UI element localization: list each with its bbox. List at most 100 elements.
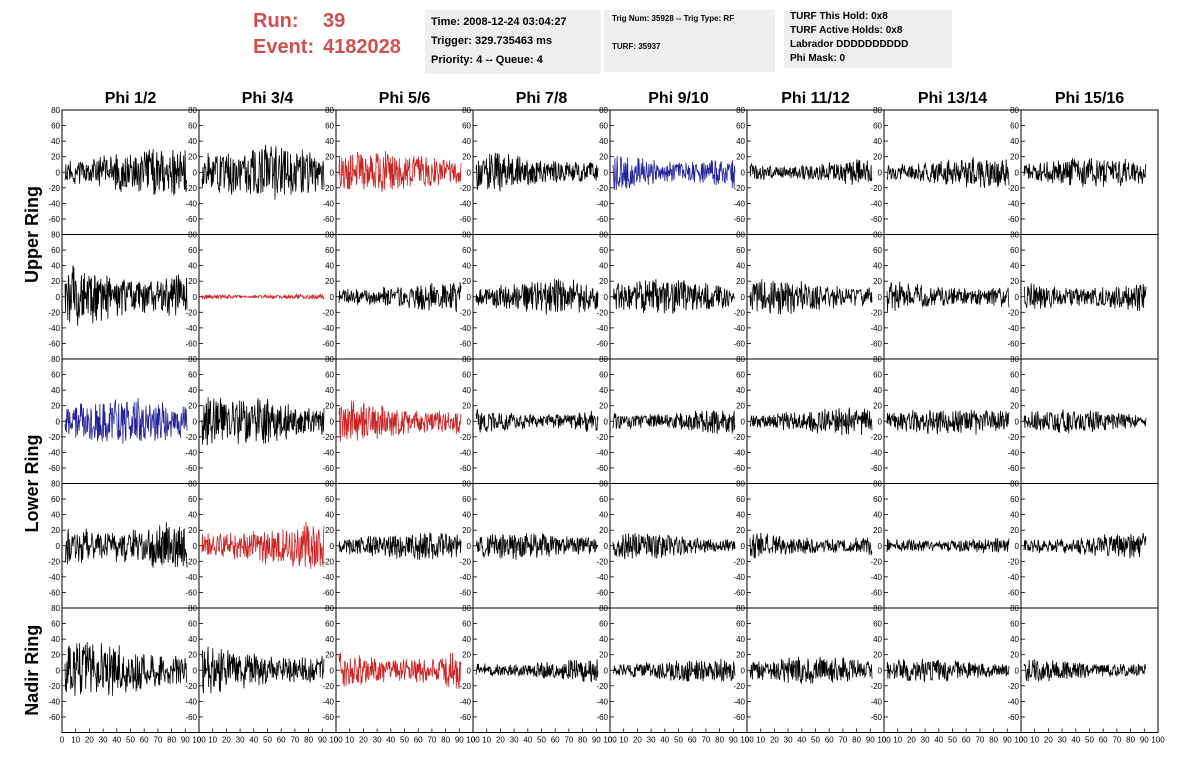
x-tick-label: 30 — [647, 736, 656, 745]
waveform-panel: -60 -40 -20 0 20 40 60 80 — [1007, 355, 1159, 484]
y-tick-label: -60 — [596, 588, 608, 597]
y-tick-label: 20 — [1010, 153, 1019, 162]
y-tick-label: -60 — [870, 464, 882, 473]
waveform-panel: -60 -40 -20 0 20 40 60 80 — [1007, 604, 1159, 733]
x-tick-label: 70 — [838, 736, 847, 745]
y-tick-label: 0 — [56, 666, 61, 675]
y-tick-label: 20 — [1010, 277, 1019, 286]
y-tick-label: 0 — [330, 293, 335, 302]
y-tick-label: -20 — [459, 184, 471, 193]
waveform-trace — [886, 281, 1010, 312]
waveform-trace — [338, 652, 462, 690]
waveform-panel: -60 -40 -20 0 20 40 60 80 — [1007, 480, 1159, 609]
waveform-trace — [1023, 283, 1147, 312]
x-tick-label: 100 — [329, 736, 343, 745]
turf-text: TURF: 35937 — [612, 42, 661, 51]
event-value: 4182028 — [323, 36, 401, 58]
y-tick-label: 40 — [51, 137, 60, 146]
y-tick-label: 0 — [604, 666, 609, 675]
y-tick-label: 60 — [873, 620, 882, 629]
y-tick-label: 40 — [736, 137, 745, 146]
y-tick-label: 40 — [599, 635, 608, 644]
y-tick-label: -60 — [322, 464, 334, 473]
x-tick-label: 30 — [236, 736, 245, 745]
y-tick-label: 20 — [462, 277, 471, 286]
x-tick-label: 10 — [893, 736, 902, 745]
column-title: Phi 1/2 — [105, 90, 157, 107]
row-group-label: Upper Ring — [22, 186, 42, 283]
y-tick-label: -60 — [870, 215, 882, 224]
y-tick-label: -20 — [733, 682, 745, 691]
y-tick-label: 80 — [462, 355, 471, 364]
y-tick-label: -60 — [459, 464, 471, 473]
y-tick-label: 40 — [188, 635, 197, 644]
waveform-panel: -60 -40 -20 0 20 40 60 80 — [870, 480, 1022, 609]
y-tick-label: 80 — [325, 355, 334, 364]
waveform-trace — [64, 521, 188, 568]
y-tick-label: -20 — [322, 557, 334, 566]
y-tick-label: 20 — [51, 402, 60, 411]
y-tick-label: 0 — [1015, 168, 1020, 177]
x-tick-label: 90 — [592, 736, 601, 745]
y-tick-label: -40 — [1007, 697, 1019, 706]
y-tick-label: -40 — [596, 573, 608, 582]
column-title: Phi 5/6 — [379, 90, 431, 107]
x-tick-label: 80 — [989, 736, 998, 745]
y-tick-label: 80 — [599, 604, 608, 613]
y-tick-label: 80 — [599, 480, 608, 489]
x-tick-label: 60 — [1099, 736, 1108, 745]
waveform-trace — [475, 408, 599, 433]
y-tick-label: -20 — [459, 308, 471, 317]
waveform-panel: -60 -40 -20 0 20 40 60 80 — [322, 106, 474, 235]
y-tick-label: 0 — [741, 542, 746, 551]
y-tick-label: 60 — [462, 246, 471, 255]
y-tick-label: -60 — [733, 215, 745, 224]
y-tick-label: -20 — [870, 682, 882, 691]
y-tick-label: 0 — [330, 666, 335, 675]
y-tick-label: -20 — [1007, 433, 1019, 442]
waveform-trace — [201, 521, 325, 569]
y-tick-label: 40 — [462, 386, 471, 395]
y-tick-label: 20 — [873, 402, 882, 411]
y-tick-label: 80 — [188, 231, 197, 240]
y-tick-label: 80 — [736, 106, 745, 115]
y-tick-label: 60 — [51, 620, 60, 629]
waveform-trace — [475, 659, 599, 683]
y-tick-label: 60 — [736, 246, 745, 255]
y-tick-label: 60 — [325, 371, 334, 380]
y-tick-label: -60 — [48, 713, 60, 722]
x-tick-label: 100 — [1014, 736, 1028, 745]
x-tick-label: 80 — [1126, 736, 1135, 745]
y-tick-label: 40 — [736, 511, 745, 520]
x-tick-label: 40 — [934, 736, 943, 745]
waveform-trace — [749, 279, 873, 315]
waveform-trace — [475, 152, 599, 192]
y-tick-label: 80 — [736, 604, 745, 613]
y-tick-label: 0 — [467, 417, 472, 426]
y-tick-label: -20 — [870, 308, 882, 317]
column-title: Phi 13/14 — [918, 90, 987, 107]
waveform-trace — [201, 292, 325, 301]
waveform-panel: -60 -40 -20 0 20 40 60 80 — [733, 231, 885, 360]
x-tick-label: 50 — [948, 736, 957, 745]
y-tick-label: -60 — [459, 588, 471, 597]
trig-num-text: Trig Num: 35928 -- Trig Type: RF — [612, 14, 735, 23]
y-tick-label: -40 — [322, 697, 334, 706]
y-tick-label: -60 — [322, 339, 334, 348]
y-tick-label: -20 — [733, 184, 745, 193]
y-tick-label: -20 — [596, 682, 608, 691]
waveform-panel: -60 -40 -20 0 20 40 60 80 — [870, 604, 1022, 733]
y-tick-label: 20 — [736, 526, 745, 535]
y-tick-label: 60 — [599, 371, 608, 380]
y-tick-label: 60 — [188, 620, 197, 629]
y-tick-label: 60 — [1010, 371, 1019, 380]
waveform-panel: -60 -40 -20 0 20 40 60 80 — [48, 231, 200, 360]
y-tick-label: 20 — [599, 153, 608, 162]
waveform-panel: -60 -40 -20 0 20 40 60 80 — [733, 355, 885, 484]
y-tick-label: -60 — [596, 713, 608, 722]
event-label: Event: — [253, 36, 315, 58]
y-tick-label: 20 — [325, 651, 334, 660]
y-tick-label: 40 — [188, 137, 197, 146]
x-tick-label: 90 — [318, 736, 327, 745]
y-tick-label: 0 — [878, 293, 883, 302]
